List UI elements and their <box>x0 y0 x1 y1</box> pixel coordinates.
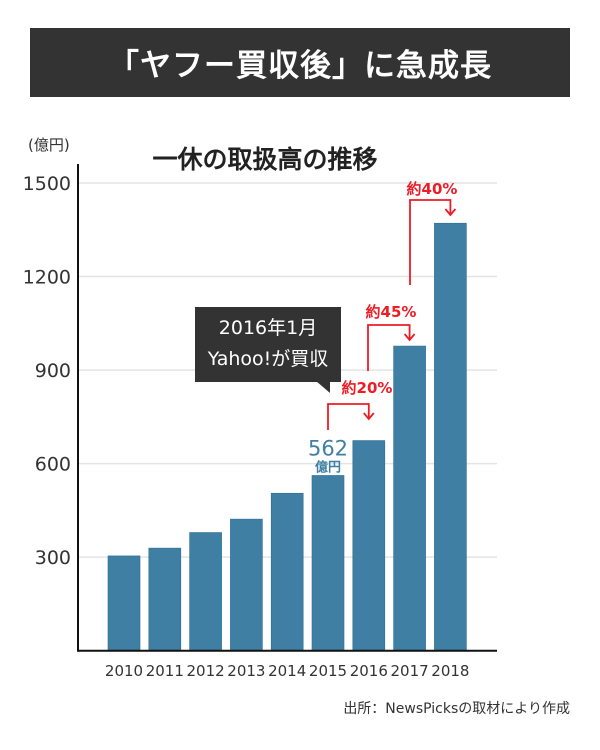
bar-2011 <box>148 547 182 651</box>
y-tick-label: 1500 <box>23 173 71 195</box>
y-axis-unit: (億円) <box>28 136 70 154</box>
growth-arrow-line <box>409 199 452 285</box>
chart-title: 一休の取扱高の推移 <box>152 145 378 174</box>
x-tick-label: 2013 <box>227 662 265 680</box>
y-tick-label: 600 <box>35 454 71 476</box>
header-title: 「ヤフー買収後」に急成長 <box>108 48 492 84</box>
x-tick-label: 2010 <box>105 662 143 680</box>
y-tick-label: 1200 <box>23 267 71 289</box>
callout-line2: Yahoo!が買収 <box>207 348 329 370</box>
bar-2016 <box>352 440 386 652</box>
growth-arrow-head <box>444 208 457 217</box>
growth-arrow-head <box>403 333 416 342</box>
value-unit: 億円 <box>315 459 341 475</box>
x-tick-label: 2011 <box>146 662 184 680</box>
x-tick-label: 2016 <box>350 662 388 680</box>
x-tick-label: 2014 <box>268 662 306 680</box>
callout-line1: 2016年1月 <box>218 317 318 339</box>
x-tick-label: 2018 <box>431 662 469 680</box>
growth-label: 約20% <box>342 379 393 397</box>
callout-tail <box>316 381 330 393</box>
bar-2014 <box>270 492 304 651</box>
bar-2015 <box>311 475 345 652</box>
y-tick-label: 300 <box>35 547 71 569</box>
growth-arrow-line <box>327 403 370 430</box>
growth-label: 約45% <box>366 303 417 321</box>
header-banner: 「ヤフー買収後」に急成長 <box>30 28 570 97</box>
source-note: 出所：NewsPicksの取材により作成 <box>343 701 570 717</box>
callout-box: 2016年1月 Yahoo!が買収 <box>195 307 341 382</box>
bar-2012 <box>189 532 222 651</box>
growth-label: 約40% <box>407 180 458 198</box>
x-tick-label: 2015 <box>309 662 347 680</box>
bar-2017 <box>393 345 426 652</box>
bar-2013 <box>230 518 263 652</box>
growth-arrow-head <box>363 412 375 421</box>
x-tick-label: 2017 <box>391 662 429 680</box>
bar-2010 <box>107 555 141 651</box>
value-label: 562 <box>308 436 348 460</box>
y-tick-label: 900 <box>35 360 71 382</box>
x-tick-label: 2012 <box>187 662 225 680</box>
bar-2018 <box>434 222 467 652</box>
growth-arrow-line <box>367 324 411 371</box>
